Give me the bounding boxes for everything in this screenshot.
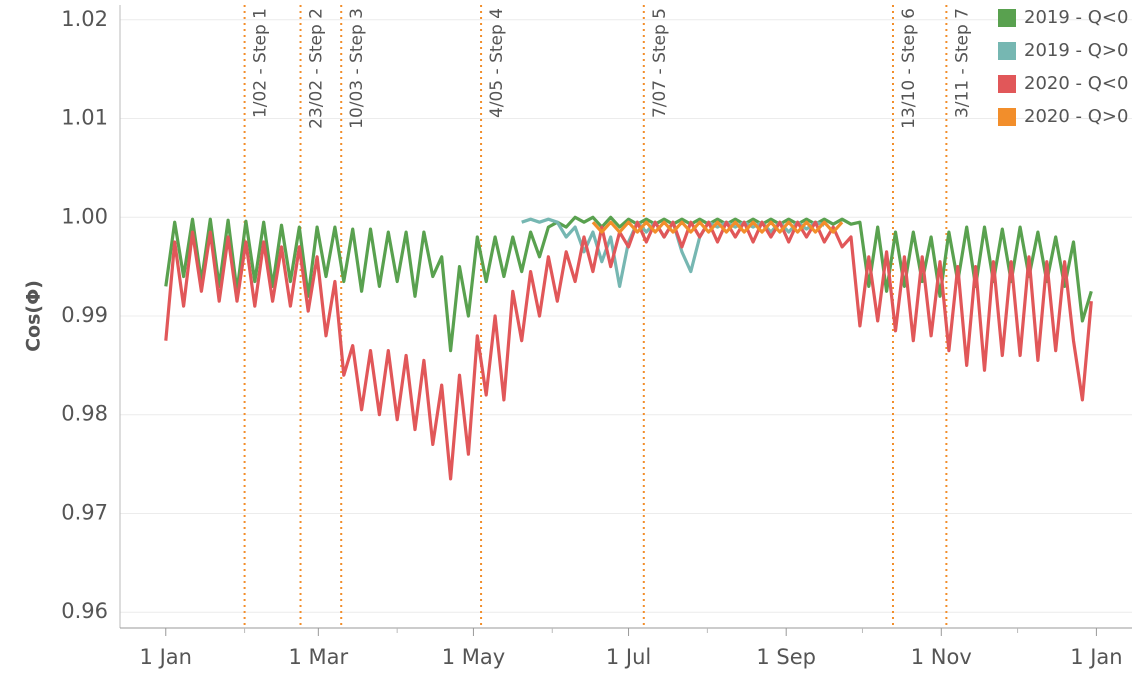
step-label: 1/02 - Step 1	[251, 8, 271, 118]
step-label: 3/11 - Step 7	[952, 8, 972, 118]
legend-swatch	[998, 42, 1016, 60]
y-tick-label: 1.00	[61, 204, 108, 228]
series-line	[164, 220, 1093, 481]
y-tick-label: 0.96	[61, 599, 108, 623]
legend-label: 2020 - Q<0	[1024, 73, 1128, 94]
x-tick-label: 1 Sep	[756, 645, 816, 669]
y-tick-label: 0.97	[61, 500, 108, 524]
x-tick-label: 1 Jan	[140, 645, 192, 669]
step-label: 13/10 - Step 6	[899, 8, 919, 129]
y-tick-label: 0.98	[61, 402, 108, 426]
legend-label: 2020 - Q>0	[1024, 106, 1128, 127]
y-tick-label: 1.02	[61, 7, 108, 31]
x-tick-label: 1 Mar	[288, 645, 348, 669]
y-tick-label: 1.01	[61, 106, 108, 130]
x-tick-label: 1 May	[442, 645, 505, 669]
legend-swatch	[998, 75, 1016, 93]
step-label: 4/05 - Step 4	[487, 8, 507, 118]
x-tick-label: 1 Nov	[911, 645, 972, 669]
legend-label: 2019 - Q>0	[1024, 40, 1128, 61]
legend-swatch	[998, 108, 1016, 126]
x-tick-label: 1 Jul	[606, 645, 651, 669]
series-line	[591, 220, 844, 234]
step-label: 10/03 - Step 3	[347, 8, 367, 129]
x-tick-label: 1 Jan	[1070, 645, 1122, 669]
legend-swatch	[998, 9, 1016, 27]
step-label: 7/07 - Step 5	[650, 8, 670, 118]
step-label: 23/02 - Step 2	[307, 8, 327, 129]
y-axis-label: Cos(Φ)	[23, 280, 45, 352]
y-tick-label: 0.99	[61, 303, 108, 327]
legend-label: 2019 - Q<0	[1024, 7, 1128, 28]
